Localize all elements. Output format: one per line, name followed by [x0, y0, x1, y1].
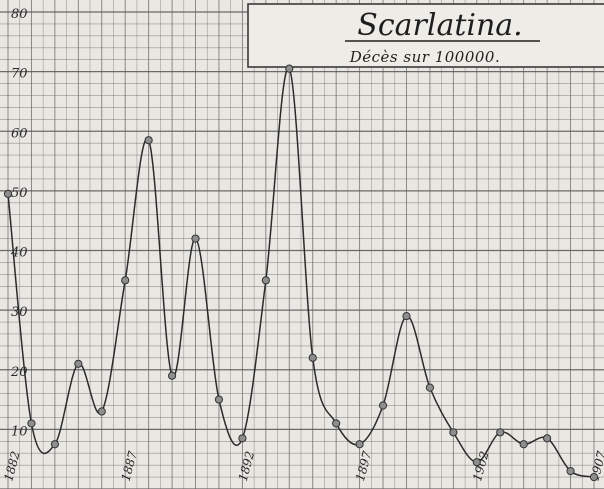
- data-point: [191, 234, 200, 243]
- data-point: [378, 401, 388, 410]
- data-point: [238, 434, 247, 443]
- data-point: [261, 276, 270, 285]
- data-point: [589, 472, 599, 482]
- data-point: [425, 383, 435, 392]
- data-point: [121, 276, 130, 285]
- data-point: [97, 407, 106, 416]
- y-tick-label: 10: [11, 424, 28, 439]
- data-point: [519, 440, 528, 449]
- y-tick-label: 60: [11, 126, 28, 141]
- data-point: [285, 64, 294, 73]
- y-tick-label: 50: [11, 186, 28, 201]
- data-point: [543, 434, 552, 443]
- y-tick-label: 80: [11, 7, 28, 22]
- data-point: [74, 359, 83, 368]
- data-point: [332, 419, 341, 428]
- data-point: [355, 440, 364, 449]
- data-point: [472, 458, 481, 467]
- data-point: [3, 189, 13, 198]
- title-frame: [247, 3, 604, 68]
- y-tick-label: 70: [11, 67, 28, 82]
- data-point: [308, 353, 317, 362]
- data-point: [566, 467, 575, 476]
- data-point: [449, 428, 458, 437]
- data-point: [214, 395, 224, 404]
- chart-subtitle: Décès sur 100000.: [349, 48, 500, 66]
- data-point: [167, 371, 177, 380]
- data-point: [402, 311, 411, 321]
- data-point: [27, 419, 36, 428]
- chart-title: Scarlatina.: [357, 8, 522, 43]
- y-tick-label: 20: [10, 365, 28, 380]
- title-box: Scarlatina. Décès sur 100000.: [247, 3, 604, 68]
- data-point: [496, 428, 505, 437]
- data-point: [144, 136, 153, 145]
- data-point: [50, 440, 59, 449]
- series-points: [3, 64, 599, 482]
